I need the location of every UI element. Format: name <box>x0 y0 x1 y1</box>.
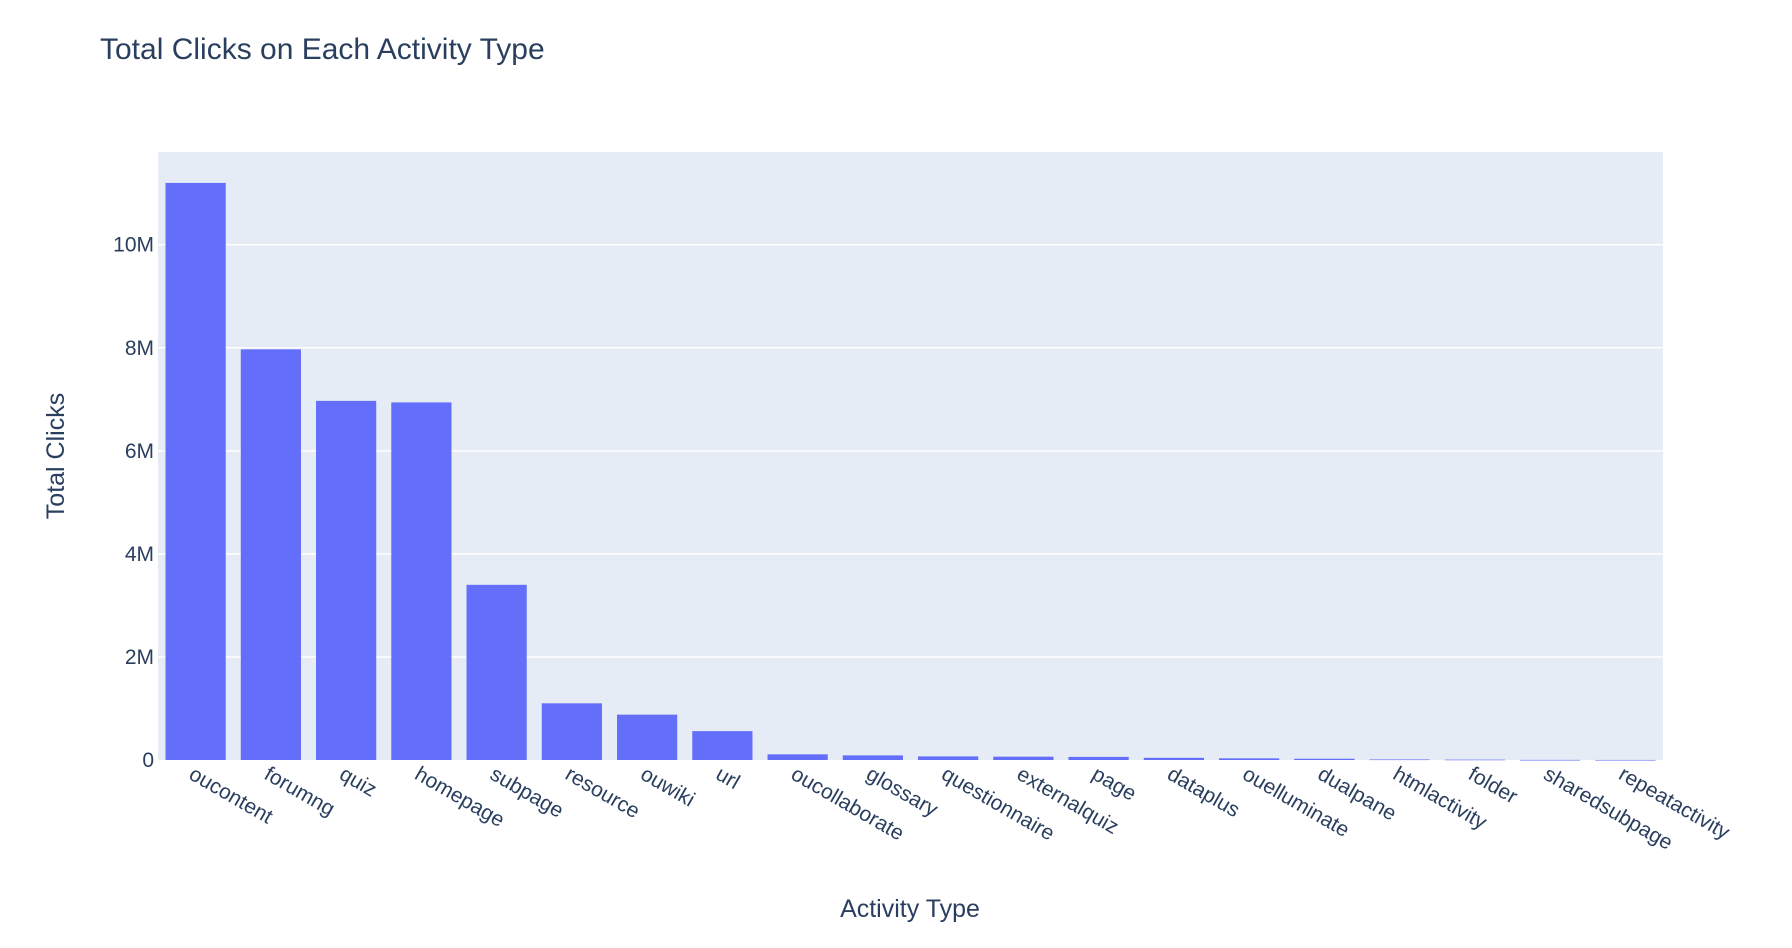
bar-questionnaire <box>918 756 979 760</box>
bar-forumng <box>240 349 301 760</box>
x-tick-label: folder <box>1464 762 1521 808</box>
bars <box>165 182 1656 761</box>
bar-oucontent <box>165 182 226 760</box>
x-tick-label: url <box>712 762 744 794</box>
y-tick-label: 0 <box>142 749 154 772</box>
bar-dualpane <box>1294 758 1355 760</box>
bar-sharedsubpage <box>1520 759 1581 761</box>
y-tick-label: 8M <box>125 337 154 360</box>
bar-subpage <box>466 584 527 760</box>
bar-url <box>692 731 753 760</box>
bar-page <box>1068 756 1129 760</box>
x-tick-label: ouwiki <box>637 762 699 811</box>
x-tick-label: oucontent <box>185 762 277 828</box>
y-tick-label: 2M <box>125 646 154 669</box>
bar-ouelluminate <box>1219 758 1280 760</box>
bar-oucollaborate <box>767 754 828 760</box>
plot-area <box>158 152 1663 760</box>
y-axis-ticks: 0 2M 4M 6M 8M 10M <box>113 234 154 772</box>
x-tick-label: quiz <box>336 762 381 801</box>
x-tick-label: sharedsubpage <box>1540 762 1677 854</box>
y-tick-label: 10M <box>113 234 154 257</box>
bar-homepage <box>391 402 452 760</box>
bar-repeatactivity <box>1595 759 1656 761</box>
bar-ouwiki <box>617 714 678 760</box>
x-tick-label: resource <box>561 762 643 823</box>
bar-resource <box>541 703 602 760</box>
bar-quiz <box>316 400 377 760</box>
y-axis-title: Total Clicks <box>42 393 70 519</box>
bar-dataplus <box>1143 757 1204 760</box>
y-tick-label: 4M <box>125 543 154 566</box>
y-tick-label: 6M <box>125 440 154 463</box>
x-tick-label: page <box>1088 762 1140 805</box>
x-tick-label: dataplus <box>1163 762 1243 822</box>
bar-externalquiz <box>993 756 1054 760</box>
chart-title: Total Clicks on Each Activity Type <box>100 33 545 66</box>
bar-htmlactivity <box>1369 759 1430 761</box>
bar-glossary <box>842 755 903 760</box>
bar-folder <box>1444 759 1505 761</box>
x-axis-title: Activity Type <box>840 895 980 923</box>
